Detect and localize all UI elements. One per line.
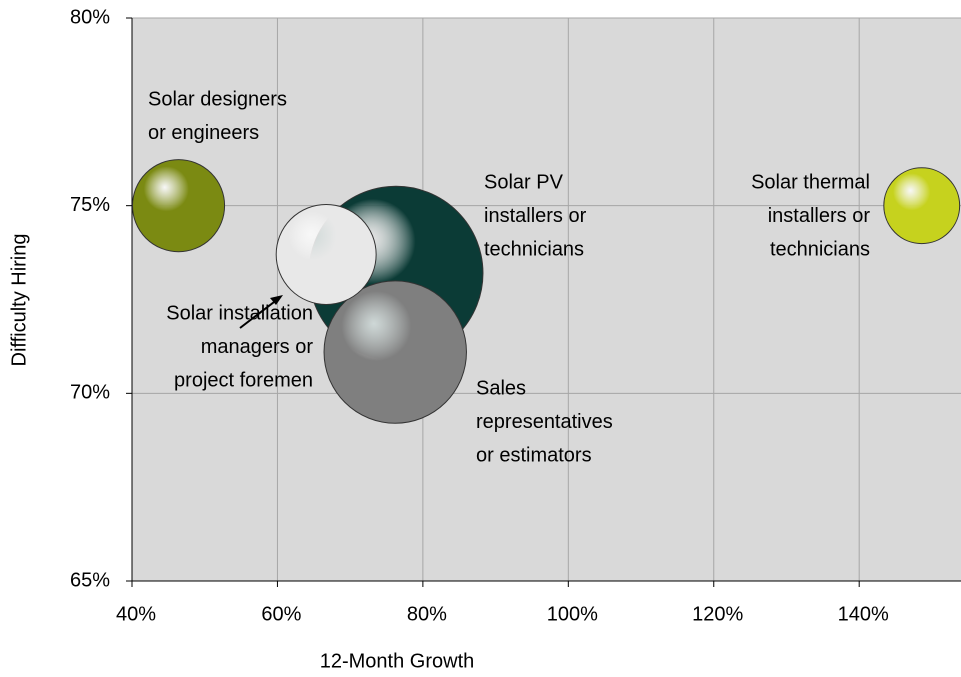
- x-axis-title: 12-Month Growth: [320, 650, 475, 672]
- x-tick-label: 140%: [838, 603, 889, 625]
- bubble-label: managers or: [201, 336, 314, 358]
- bubble: [132, 159, 226, 253]
- bubble-label: or estimators: [476, 444, 592, 466]
- x-tick-label: 120%: [692, 603, 743, 625]
- plot-area: [132, 18, 961, 581]
- y-tick-label: 80%: [70, 6, 110, 28]
- y-tick-label: 65%: [70, 569, 110, 591]
- x-tick-label: 60%: [261, 603, 301, 625]
- bubble: [883, 167, 961, 245]
- x-tick-label: 80%: [407, 603, 447, 625]
- bubble-label: installers or: [768, 205, 871, 227]
- bubble-label: or engineers: [148, 122, 259, 144]
- bubble-label: project foremen: [174, 369, 313, 391]
- x-tick-label: 100%: [547, 603, 598, 625]
- bubble-label: Solar installation: [166, 302, 313, 324]
- arrow-head: [270, 295, 283, 305]
- bubble-label: technicians: [484, 238, 584, 260]
- bubble: [323, 280, 467, 424]
- x-tick-label: 40%: [116, 603, 156, 625]
- bubble-label: Sales: [476, 377, 526, 399]
- annotation-arrow: [239, 298, 279, 329]
- y-tick-label: 70%: [70, 382, 110, 404]
- bubble-label: technicians: [770, 238, 870, 260]
- y-tick-label: 75%: [70, 194, 110, 216]
- bubble-label: Solar thermal: [751, 171, 870, 193]
- y-axis-title: Difficulty Hiring: [8, 234, 30, 367]
- bubble: [275, 203, 377, 305]
- bubble-label: installers or: [484, 205, 587, 227]
- bubble-label: Solar designers: [148, 88, 287, 110]
- bubble-label: Solar PV: [484, 171, 564, 193]
- bubble-label: representatives: [476, 411, 613, 433]
